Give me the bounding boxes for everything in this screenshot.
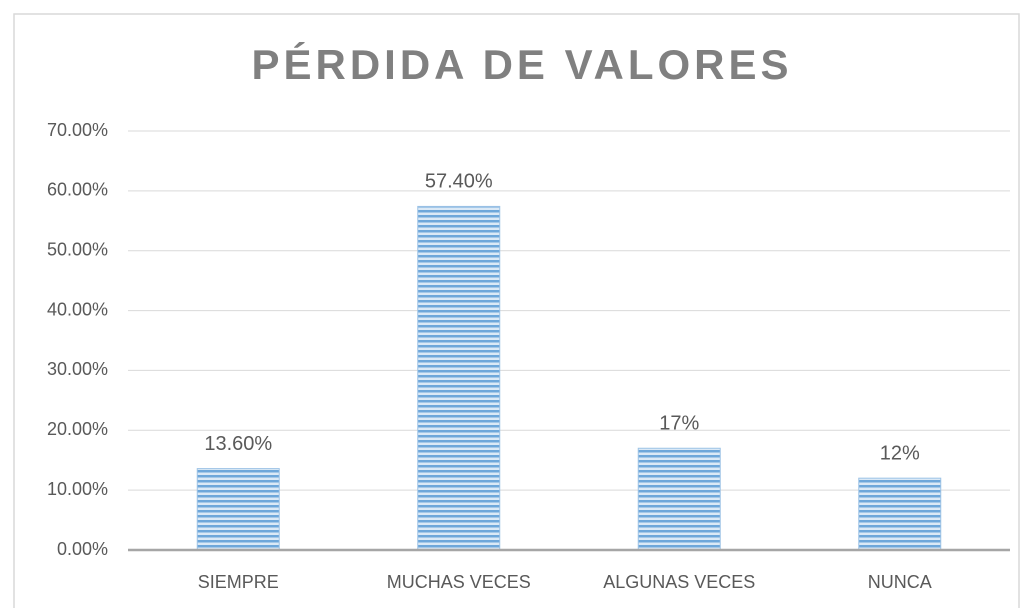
data-label: 12% <box>880 442 920 464</box>
chart-frame <box>13 13 1020 613</box>
data-label: 57.40% <box>425 171 493 193</box>
x-tick-label: SIEMPRE <box>198 572 279 592</box>
x-tick-label: ALGUNAS VECES <box>603 572 755 592</box>
y-tick-label: 30.00% <box>47 359 108 379</box>
chart-title: PÉRDIDA DE VALORES <box>251 41 792 88</box>
y-tick-label: 70.00% <box>47 120 108 140</box>
bar <box>858 477 942 551</box>
y-tick-label: 60.00% <box>47 180 108 200</box>
y-tick-label: 20.00% <box>47 419 108 439</box>
bar <box>196 468 280 551</box>
x-tick-label: NUNCA <box>868 572 932 592</box>
data-label: 13.60% <box>204 433 272 455</box>
bar <box>637 447 721 551</box>
bar <box>417 205 501 551</box>
y-tick-label: 0.00% <box>57 539 108 559</box>
y-tick-label: 40.00% <box>47 299 108 319</box>
y-tick-label: 10.00% <box>47 479 108 499</box>
x-tick-label: MUCHAS VECES <box>387 572 531 592</box>
data-label: 17% <box>659 413 699 435</box>
y-tick-label: 50.00% <box>47 239 108 259</box>
